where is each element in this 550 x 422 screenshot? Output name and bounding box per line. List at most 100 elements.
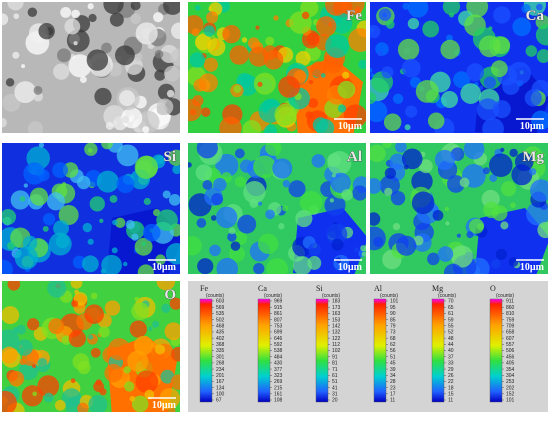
- tick-label: 17: [390, 392, 396, 398]
- tick-label: 646: [274, 336, 283, 342]
- tick-label: 368: [216, 342, 225, 348]
- map-blob: [195, 33, 212, 51]
- map-blob: [449, 12, 455, 18]
- color-bar: [199, 298, 213, 403]
- map-blob: [33, 85, 43, 95]
- tick-label: 234: [216, 367, 225, 373]
- legend-unit: (counts): [438, 293, 456, 299]
- map-blob: [360, 245, 366, 252]
- map-blob: [73, 41, 78, 46]
- legend-unit: (counts): [496, 293, 514, 299]
- map-blob: [99, 218, 104, 223]
- map-blob: [243, 181, 266, 204]
- map-blob: [521, 4, 531, 14]
- map-blob: [378, 8, 392, 21]
- map-blob: [512, 17, 532, 37]
- map-blob: [531, 110, 548, 131]
- legend-element: Fe: [200, 284, 208, 293]
- map-blob: [395, 143, 407, 153]
- map-blob: [402, 2, 410, 10]
- tick-label: 11: [448, 398, 453, 404]
- tick-label: 71: [332, 367, 338, 373]
- tick-label: 699: [274, 330, 283, 336]
- map-blob: [135, 370, 159, 394]
- map-blob: [2, 259, 13, 274]
- tick-label: 969: [274, 299, 283, 305]
- legend-unit: (counts): [322, 293, 340, 299]
- tick-label: 202: [506, 385, 515, 391]
- tick-label: 173: [332, 305, 341, 311]
- legend-unit: (counts): [264, 293, 282, 299]
- map-blob: [235, 176, 246, 188]
- tick-label: 33: [448, 361, 454, 367]
- map-blob: [500, 147, 505, 153]
- map-blob: [188, 15, 204, 35]
- map-blob: [56, 48, 71, 63]
- tick-label: 52: [448, 330, 454, 336]
- map-blob: [308, 98, 319, 109]
- map-blob: [156, 209, 178, 232]
- map-blob: [305, 111, 313, 119]
- tick-label: 67: [216, 398, 222, 404]
- legend-panel: [188, 281, 548, 412]
- map-blob: [23, 183, 29, 188]
- map-blob: [509, 148, 518, 158]
- map-panel: [2, 281, 180, 412]
- map-blob: [96, 170, 119, 193]
- legend-element: Si: [316, 284, 323, 293]
- legend-unit: (counts): [380, 293, 398, 299]
- tick-label: 101: [390, 299, 399, 305]
- scale-bar-label: 10µm: [520, 262, 545, 273]
- map-blob: [27, 7, 38, 17]
- map-blob: [326, 223, 348, 245]
- tick-label: 502: [216, 317, 225, 323]
- map-blob: [54, 399, 66, 411]
- map-blob: [71, 300, 79, 308]
- tick-label: 26: [448, 373, 454, 379]
- map-blob: [87, 147, 93, 153]
- map-blob: [453, 71, 470, 89]
- color-bar: [431, 298, 445, 403]
- map-blob: [222, 24, 241, 44]
- map-blob: [320, 73, 326, 78]
- map-blob: [71, 9, 80, 19]
- tick-label: 607: [506, 336, 515, 342]
- map-blob: [442, 2, 461, 16]
- legend-element: Ca: [258, 284, 267, 293]
- map-blob: [274, 103, 297, 126]
- map-blob: [21, 64, 26, 69]
- map-blob: [68, 329, 86, 348]
- map-blob: [37, 358, 48, 368]
- tick-label: 456: [506, 354, 515, 360]
- color-bar: [315, 298, 329, 403]
- map-blob: [491, 259, 501, 269]
- map-blob: [46, 192, 66, 211]
- tick-label: 79: [390, 323, 396, 329]
- tick-label: 535: [216, 311, 225, 317]
- tick-label: 810: [506, 311, 515, 317]
- map-blob: [122, 261, 128, 267]
- map-blob: [213, 177, 227, 192]
- map-blob: [196, 218, 207, 228]
- map-blob: [242, 120, 262, 133]
- tick-label: 51: [390, 354, 396, 360]
- tick-label: 709: [506, 323, 515, 329]
- map-blob: [108, 338, 131, 361]
- map-blob: [450, 245, 473, 268]
- tick-label: 201: [216, 373, 225, 379]
- map-blob: [32, 364, 37, 369]
- map-blob: [327, 151, 352, 175]
- map-blob: [239, 159, 254, 173]
- tick-label: 658: [506, 330, 515, 336]
- tick-label: 15: [448, 392, 454, 398]
- map-blob: [489, 153, 513, 178]
- map-blob: [37, 375, 60, 398]
- map-blob: [104, 300, 121, 316]
- map-blob: [2, 13, 9, 26]
- scale-bar-label: 10µm: [338, 262, 363, 273]
- map-blob: [443, 263, 463, 274]
- tick-label: 31: [332, 392, 338, 398]
- map-blob: [295, 51, 311, 66]
- tick-label: 377: [274, 367, 283, 373]
- map-blob: [189, 52, 206, 68]
